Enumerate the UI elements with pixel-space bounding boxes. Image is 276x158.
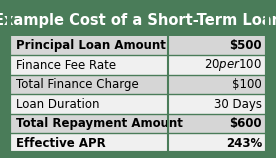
Text: 30 Days: 30 Days bbox=[214, 98, 262, 111]
Text: Loan Duration: Loan Duration bbox=[16, 98, 99, 111]
Bar bbox=[9, 55, 267, 75]
Text: $600: $600 bbox=[230, 117, 262, 130]
Text: $500: $500 bbox=[230, 39, 262, 52]
Bar bbox=[9, 75, 267, 94]
Text: $100: $100 bbox=[232, 78, 262, 91]
Text: Example Cost of a Short-Term Loan: Example Cost of a Short-Term Loan bbox=[0, 13, 276, 28]
Bar bbox=[9, 5, 267, 36]
Text: Principal Loan Amount: Principal Loan Amount bbox=[16, 39, 166, 52]
Text: Finance Fee Rate: Finance Fee Rate bbox=[16, 59, 116, 72]
Text: Total Repayment Amount: Total Repayment Amount bbox=[16, 117, 183, 130]
Text: Total Finance Charge: Total Finance Charge bbox=[16, 78, 139, 91]
Bar bbox=[9, 133, 267, 153]
Text: $20 per $100: $20 per $100 bbox=[204, 57, 262, 73]
Bar bbox=[9, 36, 267, 55]
Bar bbox=[9, 94, 267, 114]
Text: Effective APR: Effective APR bbox=[16, 137, 105, 150]
Bar bbox=[9, 114, 267, 133]
Text: 243%: 243% bbox=[226, 137, 262, 150]
